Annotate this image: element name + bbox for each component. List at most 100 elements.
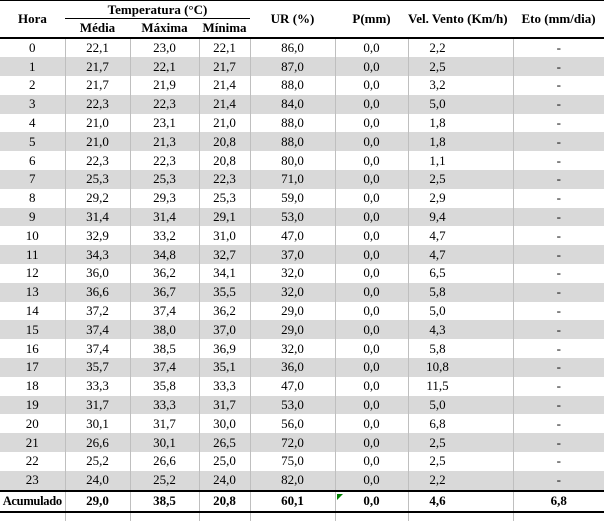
cell-minima[interactable]: 25,3 <box>198 188 251 208</box>
cell-media[interactable]: 21,7 <box>64 76 130 95</box>
cell-media[interactable]: 31,7 <box>64 395 130 415</box>
cell-maxima[interactable]: 30,1 <box>129 433 199 453</box>
cell-ur[interactable]: 47,0 <box>249 376 336 396</box>
cell-maxima[interactable]: 37,4 <box>129 358 199 377</box>
cell-maxima[interactable]: 31,4 <box>129 207 199 227</box>
cell-eto[interactable]: - <box>512 113 604 133</box>
cell-eto[interactable]: - <box>512 170 604 189</box>
cell-eto[interactable]: - <box>512 76 604 95</box>
cell-p[interactable]: 0,0 <box>334 151 409 171</box>
cell-acumulado-ur[interactable]: 60,1 <box>249 489 336 513</box>
cell-p[interactable]: 0,0 <box>334 245 409 265</box>
cell-minima[interactable]: 35,5 <box>198 282 251 302</box>
cell-vel[interactable]: 6,5 <box>407 264 514 283</box>
column-header-eto[interactable]: Eto (mm/dia) <box>513 0 604 39</box>
cell-p[interactable]: 0,0 <box>334 452 409 471</box>
cell-hora[interactable]: 15 <box>25 321 39 337</box>
cell-ur[interactable]: 88,0 <box>249 132 336 152</box>
cell-media[interactable]: 37,4 <box>64 320 130 340</box>
cell-minima[interactable]: 26,5 <box>198 433 251 453</box>
cell-hora[interactable]: 3 <box>29 96 36 112</box>
cell-p[interactable]: 0,0 <box>334 470 409 491</box>
cell-maxima[interactable]: 33,2 <box>129 226 199 246</box>
cell-ur[interactable]: 53,0 <box>249 207 336 227</box>
cell-ur[interactable]: 56,0 <box>249 414 336 434</box>
cell-media[interactable]: 22,3 <box>64 94 130 114</box>
cell-hora[interactable]: 6 <box>29 152 36 168</box>
cell-maxima[interactable]: 25,3 <box>129 170 199 189</box>
cell-vel[interactable]: 2,5 <box>407 452 514 471</box>
cell-media[interactable]: 21,0 <box>64 132 130 152</box>
cell-acumulado-maxima[interactable]: 38,5 <box>129 489 199 513</box>
cell-hora[interactable]: 11 <box>25 246 39 262</box>
cell-ur[interactable]: 84,0 <box>249 94 336 114</box>
cell-ur[interactable]: 29,0 <box>249 320 336 340</box>
cell-minima[interactable]: 37,0 <box>198 320 251 340</box>
cell-eto[interactable]: - <box>512 301 604 321</box>
cell-eto[interactable]: - <box>512 94 604 114</box>
cell-vel[interactable]: 5,8 <box>407 282 514 302</box>
cell-minima[interactable]: 30,0 <box>198 414 251 434</box>
cell-minima[interactable]: 24,0 <box>198 470 251 491</box>
cell-minima[interactable]: 21,4 <box>198 94 251 114</box>
cell-media[interactable]: 25,2 <box>64 452 130 471</box>
cell-ur[interactable]: 86,0 <box>249 37 336 58</box>
cell-vel[interactable]: 5,0 <box>407 301 514 321</box>
cell-hora[interactable]: 21 <box>25 434 39 450</box>
cell-ur[interactable]: 59,0 <box>249 188 336 208</box>
column-header-hora[interactable]: Hora <box>0 0 65 39</box>
cell-minima[interactable]: 31,7 <box>198 395 251 415</box>
cell-vel[interactable]: 3,2 <box>407 76 514 95</box>
cell-acumulado-label[interactable]: Acumulado <box>0 489 65 513</box>
cell-media[interactable]: 31,4 <box>64 207 130 227</box>
cell-eto[interactable]: - <box>512 414 604 434</box>
cell-maxima[interactable]: 38,5 <box>129 339 199 359</box>
cell-ur[interactable]: 71,0 <box>249 170 336 189</box>
cell-p[interactable]: 0,0 <box>334 414 409 434</box>
cell-maxima[interactable]: 21,3 <box>129 132 199 152</box>
cell-hora[interactable]: 22 <box>25 453 39 469</box>
cell-eto[interactable]: - <box>512 339 604 359</box>
column-header-maxima[interactable]: Máxima <box>130 18 199 39</box>
cell-minima[interactable]: 22,1 <box>198 37 251 58</box>
cell-eto[interactable]: - <box>512 433 604 453</box>
cell-maxima[interactable]: 22,3 <box>129 151 199 171</box>
column-header-ur[interactable]: UR (%) <box>250 0 336 39</box>
cell-media[interactable]: 29,2 <box>64 188 130 208</box>
cell-minima[interactable]: 21,0 <box>198 113 251 133</box>
cell-ur[interactable]: 88,0 <box>249 113 336 133</box>
cell-hora[interactable]: 1 <box>29 58 36 74</box>
cell-media[interactable]: 37,2 <box>64 301 130 321</box>
cell-media[interactable]: 21,7 <box>64 57 130 77</box>
cell-hora[interactable]: 5 <box>29 133 36 149</box>
cell-ur[interactable]: 37,0 <box>249 245 336 265</box>
cell-vel[interactable]: 2,5 <box>407 170 514 189</box>
cell-vel[interactable]: 1,8 <box>407 132 514 152</box>
cell-ur[interactable]: 88,0 <box>249 76 336 95</box>
cell-maxima[interactable]: 36,2 <box>129 264 199 283</box>
cell-minima[interactable]: 32,7 <box>198 245 251 265</box>
cell-vel[interactable]: 4,7 <box>407 245 514 265</box>
cell-vel[interactable]: 2,2 <box>407 37 514 58</box>
cell-vel[interactable]: 2,9 <box>407 188 514 208</box>
cell-media[interactable]: 22,1 <box>64 37 130 58</box>
cell-media[interactable]: 33,3 <box>64 376 130 396</box>
cell-media[interactable]: 22,3 <box>64 151 130 171</box>
cell-ur[interactable]: 87,0 <box>249 57 336 77</box>
cell-p[interactable]: 0,0 <box>334 376 409 396</box>
cell-minima[interactable]: 31,0 <box>198 226 251 246</box>
cell-p[interactable]: 0,0 <box>334 282 409 302</box>
cell-maxima[interactable]: 31,7 <box>129 414 199 434</box>
cell-ur[interactable]: 53,0 <box>249 395 336 415</box>
cell-minima[interactable]: 20,8 <box>198 151 251 171</box>
cell-maxima[interactable]: 23,0 <box>129 37 199 58</box>
cell-ur[interactable]: 47,0 <box>249 226 336 246</box>
cell-ur[interactable]: 80,0 <box>249 151 336 171</box>
cell-media[interactable]: 34,3 <box>64 245 130 265</box>
cell-vel[interactable]: 2,2 <box>407 470 514 491</box>
cell-p[interactable]: 0,0 <box>334 301 409 321</box>
cell-media[interactable]: 35,7 <box>64 358 130 377</box>
cell-vel[interactable]: 4,3 <box>407 320 514 340</box>
cell-hora[interactable]: 0 <box>29 39 36 55</box>
cell-acumulado-p[interactable]: 0,0 <box>334 489 409 513</box>
